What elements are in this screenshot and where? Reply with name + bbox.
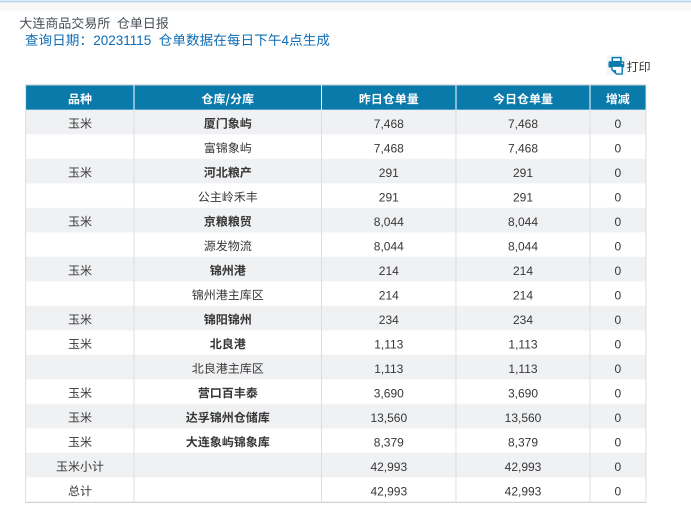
- svg-text:13,560: 13,560: [370, 411, 407, 425]
- svg-text:7,468: 7,468: [508, 141, 538, 155]
- svg-text:0: 0: [614, 117, 621, 131]
- svg-text:7,468: 7,468: [508, 117, 538, 131]
- svg-text:8,044: 8,044: [374, 239, 404, 253]
- svg-text:234: 234: [379, 313, 399, 327]
- svg-text:0: 0: [614, 460, 621, 474]
- svg-text:291: 291: [379, 166, 399, 180]
- svg-text:4: 4: [282, 33, 290, 48]
- svg-text:1,113: 1,113: [508, 362, 537, 376]
- svg-text:0: 0: [614, 484, 621, 498]
- svg-text:214: 214: [513, 288, 533, 302]
- svg-text:214: 214: [379, 264, 399, 278]
- svg-text:13,560: 13,560: [505, 411, 542, 425]
- svg-text:0: 0: [614, 313, 621, 327]
- svg-text:42,993: 42,993: [370, 460, 407, 474]
- svg-text:0: 0: [614, 215, 621, 229]
- svg-text:0: 0: [614, 386, 621, 400]
- svg-text:0: 0: [614, 362, 621, 376]
- svg-text:214: 214: [513, 264, 533, 278]
- svg-text:291: 291: [513, 190, 533, 204]
- svg-text:8,379: 8,379: [508, 435, 538, 449]
- svg-text:8,044: 8,044: [508, 239, 538, 253]
- svg-text:8,379: 8,379: [374, 435, 404, 449]
- svg-text:7,468: 7,468: [374, 117, 404, 131]
- svg-text:234: 234: [513, 313, 533, 327]
- svg-text:1,113: 1,113: [374, 362, 403, 376]
- svg-text:0: 0: [614, 190, 621, 204]
- svg-text:8,044: 8,044: [374, 215, 404, 229]
- svg-text:0: 0: [614, 435, 621, 449]
- svg-text:0: 0: [614, 239, 621, 253]
- svg-text:0: 0: [614, 264, 621, 278]
- svg-text:3,690: 3,690: [374, 386, 404, 400]
- svg-text:7,468: 7,468: [374, 141, 404, 155]
- svg-text:291: 291: [379, 190, 399, 204]
- svg-text:0: 0: [614, 411, 621, 425]
- svg-text:0: 0: [614, 166, 621, 180]
- svg-text:291: 291: [513, 166, 533, 180]
- svg-text:0: 0: [614, 288, 621, 302]
- svg-text:0: 0: [614, 141, 621, 155]
- svg-text:42,993: 42,993: [505, 460, 542, 474]
- svg-text:214: 214: [379, 288, 399, 302]
- svg-text:42,993: 42,993: [505, 484, 542, 498]
- svg-text:42,993: 42,993: [370, 484, 407, 498]
- svg-text:1,113: 1,113: [374, 337, 403, 351]
- svg-text:20231115: 20231115: [93, 33, 151, 48]
- svg-text:1,113: 1,113: [508, 337, 537, 351]
- svg-text:3,690: 3,690: [508, 386, 538, 400]
- svg-text:8,044: 8,044: [508, 215, 538, 229]
- svg-text:0: 0: [614, 337, 621, 351]
